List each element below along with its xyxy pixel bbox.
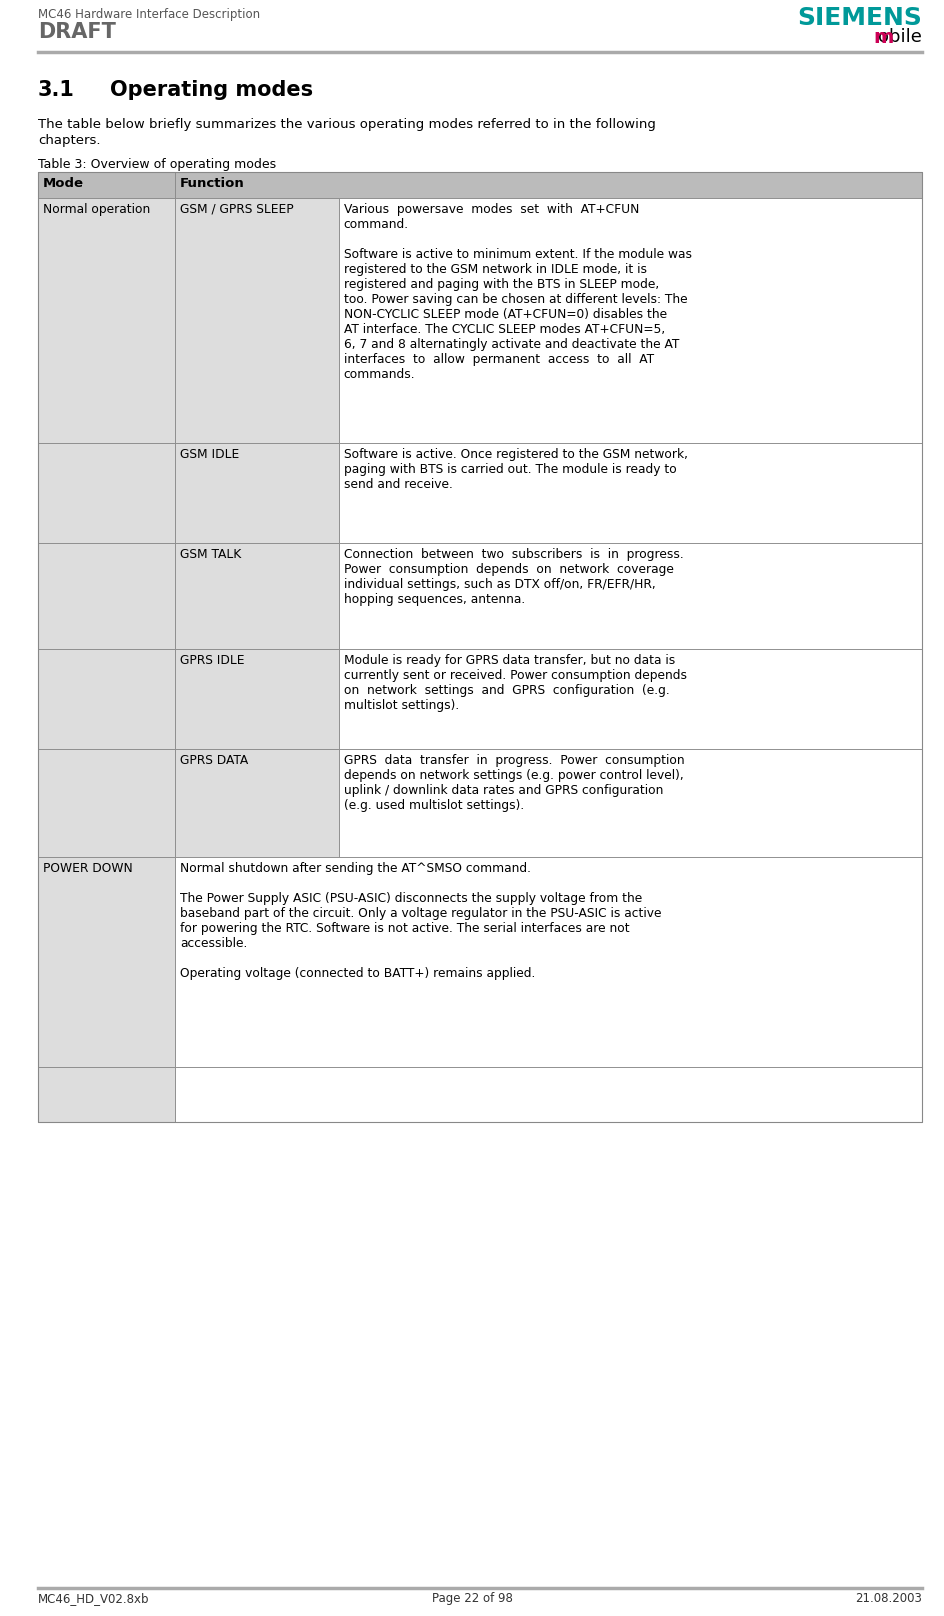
Text: Module is ready for GPRS data transfer, but no data is
currently sent or receive: Module is ready for GPRS data transfer, …: [344, 654, 686, 713]
Bar: [339, 543, 922, 650]
Text: m: m: [874, 27, 894, 47]
Bar: [38, 443, 175, 543]
Bar: [38, 543, 175, 650]
Text: 21.08.2003: 21.08.2003: [855, 1592, 922, 1605]
Bar: [38, 748, 175, 856]
Bar: [175, 1067, 922, 1122]
Text: Mode: Mode: [43, 178, 84, 191]
Bar: [339, 650, 922, 748]
Text: chapters.: chapters.: [38, 134, 100, 147]
Bar: [38, 1067, 175, 1122]
Text: Connection  between  two  subscribers  is  in  progress.
Power  consumption  dep: Connection between two subscribers is in…: [344, 548, 683, 606]
Text: DRAFT: DRAFT: [38, 23, 116, 42]
Text: Function: Function: [180, 178, 244, 191]
Bar: [38, 650, 175, 748]
Text: GSM IDLE: GSM IDLE: [180, 448, 239, 461]
Bar: [339, 443, 922, 543]
Bar: [38, 171, 175, 199]
Bar: [339, 199, 922, 443]
Bar: [175, 543, 339, 650]
Text: Table 3: Overview of operating modes: Table 3: Overview of operating modes: [38, 158, 277, 171]
Text: GPRS DATA: GPRS DATA: [180, 755, 248, 768]
Bar: [38, 856, 175, 1067]
Text: Various  powersave  modes  set  with  AT+CFUN
command.

Software is active to mi: Various powersave modes set with AT+CFUN…: [344, 204, 692, 381]
Text: Normal operation: Normal operation: [43, 204, 150, 217]
Text: MC46 Hardware Interface Description: MC46 Hardware Interface Description: [38, 8, 261, 21]
Bar: [175, 199, 339, 443]
Bar: [175, 443, 339, 543]
Text: GSM / GPRS SLEEP: GSM / GPRS SLEEP: [180, 204, 294, 217]
Bar: [175, 650, 339, 748]
Bar: [339, 748, 922, 856]
Text: Normal shutdown after sending the AT^SMSO command.

The Power Supply ASIC (PSU-A: Normal shutdown after sending the AT^SMS…: [180, 861, 662, 979]
Text: The table below briefly summarizes the various operating modes referred to in th: The table below briefly summarizes the v…: [38, 118, 656, 131]
Bar: [38, 171, 922, 1122]
Text: POWER DOWN: POWER DOWN: [43, 861, 133, 874]
Bar: [175, 748, 339, 856]
Text: GSM TALK: GSM TALK: [180, 548, 242, 561]
Text: GPRS IDLE: GPRS IDLE: [180, 654, 244, 667]
Text: SIEMENS: SIEMENS: [797, 6, 922, 31]
Bar: [175, 171, 922, 199]
Text: 3.1: 3.1: [38, 81, 75, 100]
Text: Software is active. Once registered to the GSM network,
paging with BTS is carri: Software is active. Once registered to t…: [344, 448, 687, 491]
Text: obile: obile: [878, 27, 922, 45]
Bar: [175, 856, 922, 1067]
Text: Operating modes: Operating modes: [110, 81, 313, 100]
Text: GPRS  data  transfer  in  progress.  Power  consumption
depends on network setti: GPRS data transfer in progress. Power co…: [344, 755, 684, 811]
Text: Page 22 of 98: Page 22 of 98: [431, 1592, 513, 1605]
Text: MC46_HD_V02.8xb: MC46_HD_V02.8xb: [38, 1592, 149, 1605]
Bar: [38, 199, 175, 443]
